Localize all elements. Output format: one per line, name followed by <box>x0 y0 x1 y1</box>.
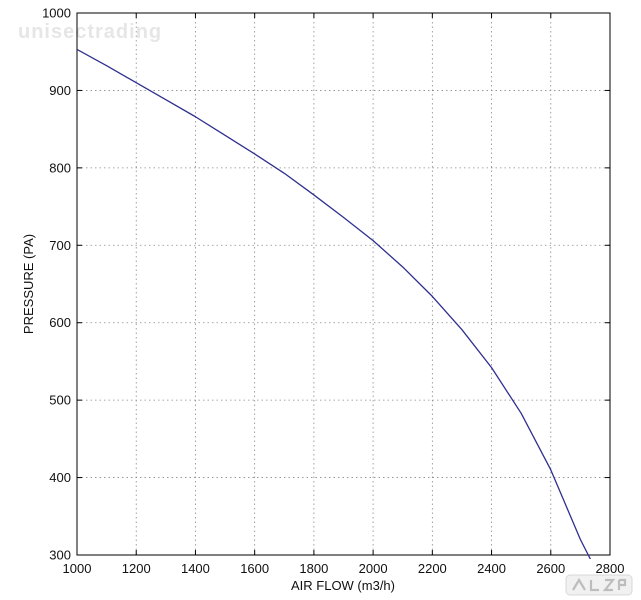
x-tick-label: 1600 <box>240 561 269 576</box>
ticks <box>76 12 611 556</box>
x-tick-label: 2200 <box>418 561 447 576</box>
y-tick-label: 500 <box>49 393 71 408</box>
x-tick-label: 1200 <box>122 561 151 576</box>
brand-logo <box>565 574 633 596</box>
watermark: unisectrading <box>18 21 162 43</box>
series-group <box>77 48 592 559</box>
x-tick-label: 2000 <box>359 561 388 576</box>
y-tick-label: 600 <box>49 315 71 330</box>
grid <box>77 13 610 555</box>
series-line <box>77 48 592 559</box>
y-tick-label: 700 <box>49 238 71 253</box>
x-tick-label: 1000 <box>63 561 92 576</box>
x-tick-labels: 1000 1200 1400 1600 1800 2000 2200 2400 2600 2800 <box>63 561 625 576</box>
y-axis-label: PRESSURE (PA) <box>21 234 36 334</box>
x-axis-label: AIR FLOW (m3/h) <box>291 578 395 593</box>
x-tick-label: 1800 <box>299 561 328 576</box>
x-tick-label: 2600 <box>536 561 565 576</box>
x-tick-label: 2400 <box>477 561 506 576</box>
y-tick-labels: 300 400 500 600 700 800 900 1000 <box>42 6 71 563</box>
x-tick-label: 2800 <box>596 561 625 576</box>
y-tick-label: 800 <box>49 160 71 175</box>
x-tick-label: 1400 <box>181 561 210 576</box>
plot-frame <box>76 12 611 556</box>
y-tick-label: 300 <box>49 548 71 563</box>
y-tick-label: 400 <box>49 470 71 485</box>
y-tick-label: 900 <box>49 83 71 98</box>
y-tick-label: 1000 <box>42 6 71 21</box>
